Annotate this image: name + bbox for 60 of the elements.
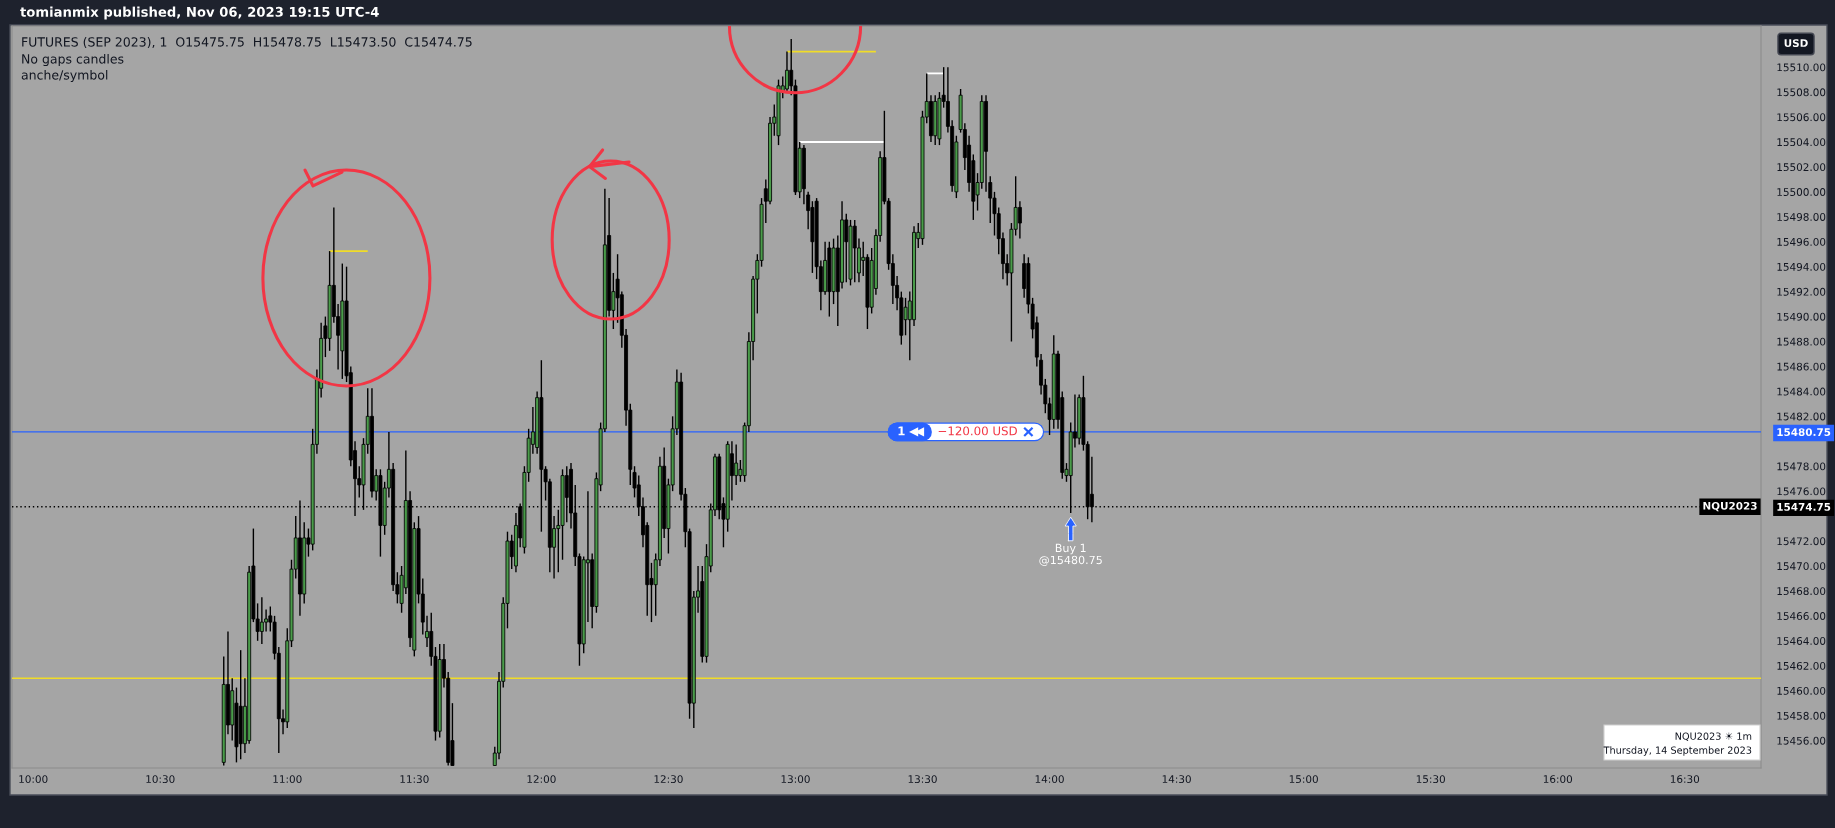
y-tick-label: 15458.00 <box>1777 711 1826 720</box>
candlestick <box>259 596 264 645</box>
x-tick-label: 12:30 <box>654 775 683 784</box>
y-tick-label: 15492.00 <box>1777 287 1826 296</box>
x-tick-label: 10:30 <box>146 775 175 784</box>
y-tick-label: 15464.00 <box>1777 637 1826 645</box>
y-tick-label: 15508.00 <box>1777 88 1826 97</box>
y-tick-label: 15482.00 <box>1777 412 1826 421</box>
x-tick-label: 10:00 <box>19 775 48 784</box>
x-tick-label: 12:00 <box>527 775 556 784</box>
annotation: Buy 1 @15480.75 <box>1039 543 1102 566</box>
y-tick-label: 15478.00 <box>1777 462 1826 471</box>
annotation: −120.00 USD <box>938 426 1017 436</box>
y-tick-label: 15480.75 <box>1777 428 1831 437</box>
annotation: 1 <box>898 426 905 436</box>
ref-line-label: NQU2023 <box>1703 501 1757 512</box>
y-tick-label: 15470.00 <box>1777 562 1826 571</box>
y-tick-label: 15474.75 <box>1777 503 1831 511</box>
x-tick-label: 15:00 <box>1289 775 1318 784</box>
candlestick <box>734 443 739 486</box>
candlestick <box>844 212 849 283</box>
y-tick-label: 15502.00 <box>1777 163 1826 172</box>
annotation: No gaps candles <box>22 53 124 67</box>
y-tick-label: 15456.00 <box>1777 736 1826 745</box>
y-tick-label: 15476.00 <box>1777 487 1826 496</box>
text: FUTURES (SEP 2023), 1 O15475.75 H15478.75 L15473.50 C15474.75 <box>22 36 472 49</box>
x-tick-label: 14:00 <box>1035 775 1064 784</box>
y-tick-label: 15468.00 <box>1777 587 1826 596</box>
y-tick-label: 15494.00 <box>1777 262 1826 271</box>
y-tick-label: 15496.00 <box>1777 237 1826 246</box>
y-tick-label: 15506.00 <box>1777 113 1826 122</box>
y-tick-label: 15486.00 <box>1777 362 1826 371</box>
x-tick-label: 16:00 <box>1543 775 1573 784</box>
y-tick-label: 15466.00 <box>1777 612 1826 620</box>
annotation: Thursday, 14 September 2023 <box>1603 746 1752 756</box>
y-tick-label: 15462.00 <box>1777 661 1826 670</box>
y-tick-label: 15504.00 <box>1777 138 1826 147</box>
y-tick-label: 15484.00 <box>1777 387 1826 396</box>
x-tick-label: 13:30 <box>908 775 937 784</box>
y-tick-label: 15498.00 <box>1777 213 1826 221</box>
annotation: anche/symbol <box>21 69 108 83</box>
text: USD <box>1784 39 1808 48</box>
x-tick-label: 16:30 <box>1670 775 1700 784</box>
y-tick-label: 15460.00 <box>1777 686 1826 695</box>
candlestick <box>903 297 908 336</box>
candlestick <box>1017 200 1022 240</box>
x-tick-label: 13:00 <box>781 775 810 784</box>
x-tick-label: 15:30 <box>1416 775 1445 784</box>
x-tick-label: 11:30 <box>400 775 429 784</box>
x-tick-label: 11:00 <box>273 775 302 784</box>
x-tick-label: 14:30 <box>1162 775 1191 784</box>
text: tomianmix published, Nov 06, 2023 19:15 UTC-4 <box>20 6 379 20</box>
y-tick-label: 15500.00 <box>1777 188 1826 196</box>
y-tick-label: 15488.00 <box>1777 337 1826 346</box>
y-tick-label: 15472.00 <box>1777 537 1826 546</box>
candlestick <box>785 50 789 93</box>
y-tick-label: 15510.00 <box>1777 63 1826 72</box>
y-tick-label: 15490.00 <box>1777 312 1826 321</box>
candlestick <box>852 219 857 283</box>
annotation: NQU2023 ☀ 1m <box>1675 732 1752 741</box>
